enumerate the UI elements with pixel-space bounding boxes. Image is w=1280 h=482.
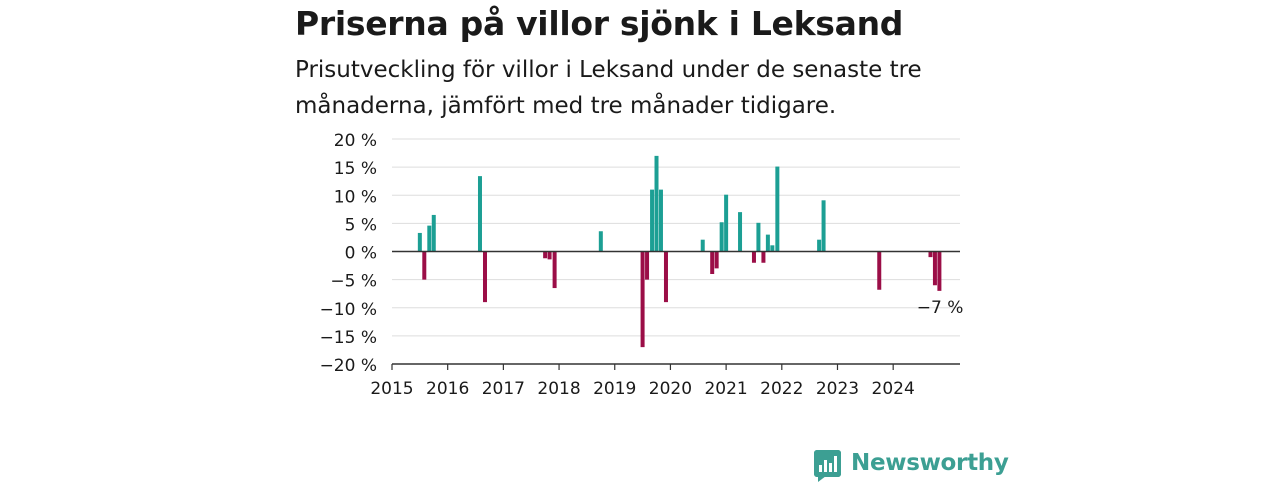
bar (724, 194, 729, 252)
y-tick-label: −20 % (320, 356, 377, 376)
bar (821, 200, 826, 252)
bar (770, 245, 775, 252)
bar (756, 222, 761, 252)
bar (650, 189, 655, 252)
annotation-label: −7 % (917, 298, 964, 318)
bar (877, 251, 882, 290)
x-tick-label: 2020 (649, 379, 692, 399)
bar (645, 251, 650, 280)
newsworthy-logo: Newsworthy (814, 446, 1009, 482)
bar (598, 231, 603, 252)
bar (482, 251, 487, 303)
bar (427, 225, 432, 252)
bar (932, 251, 937, 286)
y-tick-label: 20 % (334, 131, 377, 151)
y-tick-label: −5 % (330, 272, 377, 292)
bar (547, 251, 552, 260)
axes (391, 250, 960, 370)
x-tick-label: 2023 (816, 379, 859, 399)
bar (761, 251, 766, 263)
bar (543, 251, 548, 259)
bar (640, 251, 645, 348)
bar (719, 222, 724, 252)
bar (658, 189, 663, 252)
x-tick-label: 2017 (482, 379, 525, 399)
bar (552, 251, 557, 289)
x-tick-label: 2015 (370, 379, 413, 399)
bar (714, 251, 719, 269)
bar (937, 251, 942, 291)
bars (417, 155, 942, 348)
bar (477, 176, 482, 252)
bar (417, 232, 422, 252)
logo-text: Newsworthy (851, 450, 1009, 476)
chart-subtitle: Prisutveckling för villor i Leksand unde… (295, 57, 922, 119)
x-tick-label: 2019 (593, 379, 636, 399)
bar (663, 251, 668, 303)
y-tick-label: −10 % (320, 300, 377, 320)
bar (710, 251, 715, 274)
bar (928, 251, 933, 258)
bar (751, 251, 756, 263)
bar (765, 234, 770, 252)
y-tick-label: 5 % (345, 215, 377, 235)
y-tick-label: 10 % (334, 187, 377, 207)
x-tick-label: 2018 (537, 379, 580, 399)
annotation: −7 % (917, 298, 964, 318)
bar-chart-speech-bubble-icon (814, 449, 841, 482)
x-axis-labels: 2015 2016 2017 2018 2019 2020 2021 2022 2023 2024 (370, 379, 914, 399)
x-tick-label: 2022 (760, 379, 803, 399)
x-tick-label: 2024 (872, 379, 915, 399)
bar (817, 239, 822, 252)
gridlines (392, 138, 960, 337)
x-tick-label: 2016 (426, 379, 469, 399)
y-tick-label: 0 % (345, 244, 377, 264)
chart-title: Priserna på villor sjönk i Leksand (295, 4, 904, 43)
bar (775, 166, 780, 252)
bar (422, 251, 427, 280)
bar (700, 239, 705, 252)
bar (654, 155, 659, 252)
x-tick-label: 2021 (704, 379, 747, 399)
bar (738, 212, 743, 252)
y-axis-labels: 20 % 15 % 10 % 5 % 0 % −5 % −10 % −15 % −20 % (320, 131, 377, 376)
y-tick-label: −15 % (320, 328, 377, 348)
bar (431, 214, 436, 252)
y-tick-label: 15 % (334, 159, 377, 179)
